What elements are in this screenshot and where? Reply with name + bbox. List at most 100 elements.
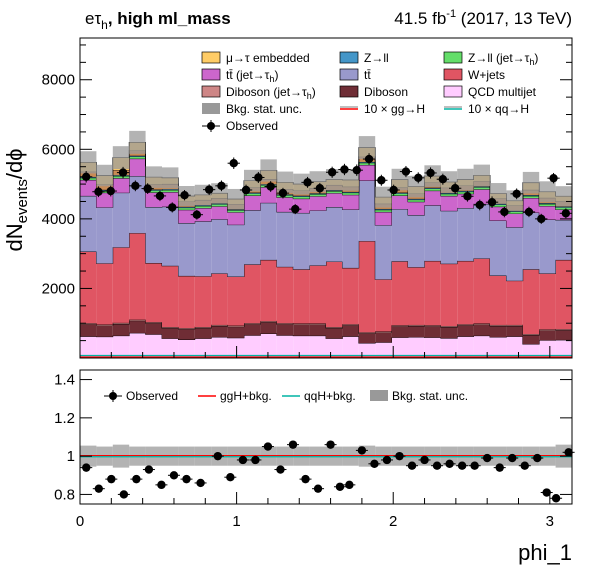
stack-bar-wjets [211,273,228,325]
stack-bar-ttbar_jet [440,195,458,211]
stack-bar-zll_jet [391,193,408,196]
ratio-point [508,453,517,463]
stack-bar-diboson_jet [129,319,146,321]
stack-bar-diboson_jet [391,325,408,327]
stack-bar-zll [293,195,310,197]
obs-point [512,189,521,199]
stack-bar-ztt [96,184,113,190]
stack-bar-wjets [244,264,261,324]
ratio-point [432,461,442,470]
stack-bar-ttbar [162,206,179,266]
legend-label-diboson: Diboson [364,85,408,99]
obs-point [106,186,115,196]
stack-bar-wjets [227,276,244,326]
stack-bar-zll_jet [358,162,376,165]
stack-bar-ttbar_jet [375,211,392,226]
stack-bar-qcd [457,336,474,358]
stack-bar-ttbar [522,212,540,270]
stack-bar-diboson_jet [358,332,376,334]
ratio-point [301,474,310,484]
stack-bar-ttbar [145,207,162,264]
stack-bar-diboson [309,324,326,336]
legend-swatch-zll_jet [443,51,463,64]
stack-bar-ttbar [440,210,458,264]
ratio-point [370,459,379,468]
stack-bar-ttbar_jet [506,213,523,228]
stack-bar-zll_jet [506,211,523,214]
y-tick-label: 4000 [42,211,75,228]
stack-bar-diboson [80,324,97,337]
obs-point [291,204,300,214]
stack-bar-ttbar [326,207,343,262]
stack-bar-zll [162,189,179,190]
stack-bar-wjets [375,279,392,332]
stack-bar-ttbar [96,207,113,264]
ratio-x-axis: 0 1 2 3 [76,492,554,530]
unc-bar [358,136,376,160]
stack-bar-zll_jet [244,193,261,196]
stack-bar-wjets [342,267,359,325]
ratio-legend-label: ggH+bkg. [220,389,272,403]
ratio-point [335,482,345,491]
legend-swatch-diboson_jet [201,85,221,98]
x-tick-label: 0 [76,513,84,530]
obs-point [500,207,509,217]
stack-bar-diboson_jet [293,323,310,325]
stack-bar-ttbar [227,224,244,277]
stack-bar-wjets [440,263,458,326]
stack-bar-qcd [506,336,523,358]
ratio-point [382,455,392,465]
stack-bar-zll_jet [194,206,212,209]
ratio-point [326,440,335,449]
obs-point [254,173,263,182]
ratio-point [542,488,551,497]
stack-bar-qcd [358,343,376,358]
stack-bar-zll_jet [129,156,146,159]
stack-bar-diboson_jet [539,329,556,331]
stack-bar-wjets [194,276,212,328]
stack-bar-zll [326,190,343,192]
stack-bar-diboson_jet [490,324,507,326]
stack-bar-ttbar [309,210,326,266]
stack-bar-zll [424,187,441,189]
stack-bar-zll [391,192,408,194]
stack-bar-qcd [309,335,326,358]
stack-bar-diboson_jet [326,327,343,329]
stack-bar-zll [408,198,425,200]
ratio-legend-unc [370,390,388,401]
legend-swatch-emb [201,51,221,64]
stack-bar-zll [490,203,507,205]
stack-bar-wjets [145,263,162,323]
stack-bar-ttbar [178,223,195,276]
unc-bar [129,130,146,154]
legend-swatch-ttbar [339,68,359,81]
y-tick-label: 8000 [42,72,75,89]
unc-bar [522,171,540,194]
stack-bar-diboson [522,335,540,345]
stack-bar-ttbar [457,208,474,261]
obs-point [377,176,386,185]
bkg-stat-unc-band [80,130,572,212]
legend-swatch-obs [207,122,215,130]
stack-bar-qcd [555,339,572,358]
ratio-reference-lines [80,454,572,458]
stack-bar-zll_jet [326,191,343,194]
obs-point [549,173,558,183]
unc-bar [80,151,97,174]
stack-bar-ttbar [490,220,507,276]
stack-bar-qcd [244,335,261,358]
legend-label-ggh: 10 × gg→H [364,102,425,116]
stack-bar-qcd [408,337,425,358]
ratio-point [564,448,573,457]
ratio-point [94,484,103,493]
ratio-point [182,474,191,484]
ratio-point [470,461,479,470]
stack-bar-diboson_jet [522,334,540,336]
stack-bar-wjets [555,259,572,330]
stack-bar-zll_jet [342,192,359,195]
stack-bar-zll_jet [555,207,572,210]
legend-label-qqh: 10 × qq→H [468,102,529,116]
stack-bar-diboson_jet [211,324,228,326]
stack-bar-ttbar_jet [178,209,195,224]
stack-bar-ttbar [473,203,490,259]
